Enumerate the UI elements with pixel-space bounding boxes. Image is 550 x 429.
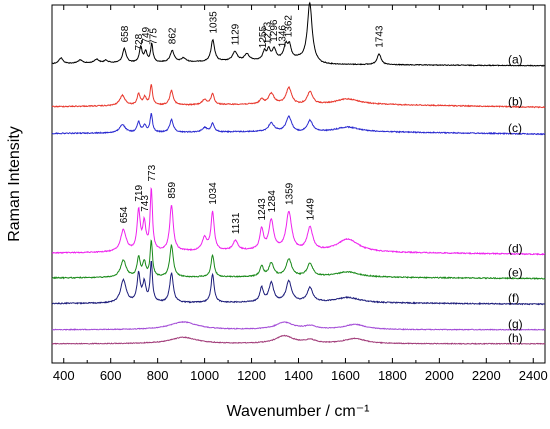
- x-tick-label: 1200: [237, 368, 266, 383]
- peak-label: 859: [167, 181, 178, 198]
- series-label: (b): [508, 94, 523, 108]
- spectrum-trace: [51, 320, 546, 331]
- x-axis-label: Wavenumber / cm⁻¹: [227, 403, 370, 420]
- series-labels: (a) (b) (c) (d) (e) (f) (g)(h): [508, 53, 523, 345]
- peak-label: 1035: [208, 11, 219, 34]
- peak-label: 743: [140, 195, 151, 212]
- peak-label: 1362: [284, 15, 295, 38]
- x-tick-label: 1400: [284, 368, 313, 383]
- peak-label: 1284: [267, 190, 278, 213]
- x-tick-label: 2400: [519, 368, 548, 383]
- series-label: (d): [508, 241, 523, 255]
- spectrum-trace: [51, 334, 546, 345]
- series-label: (c): [508, 121, 522, 135]
- peak-label: 1131: [231, 212, 242, 234]
- peak-label: 1296: [269, 19, 280, 42]
- x-tick-label: 1800: [378, 368, 407, 383]
- peak-label: 1273: [263, 21, 274, 44]
- peak-label: 654: [119, 206, 130, 223]
- y-axis-label: Raman Intensity: [6, 126, 23, 242]
- x-axis-ticks: [63, 5, 534, 363]
- peak-label: 1449: [306, 198, 317, 221]
- series-label: (f): [508, 291, 519, 305]
- x-tick-label: 2200: [472, 368, 501, 383]
- x-tick-label: 600: [100, 368, 122, 383]
- x-tick-label: 2000: [425, 368, 454, 383]
- spectrum-trace: [52, 187, 545, 256]
- peak-label: 773: [147, 164, 158, 181]
- spectrum-trace: [51, 1, 546, 67]
- spectrum-trace: [51, 239, 546, 280]
- peak-label: 1034: [208, 182, 219, 205]
- peak-label: 1359: [284, 182, 295, 205]
- peak-label: 658: [120, 25, 131, 42]
- peak-label: 719: [134, 184, 145, 201]
- x-tick-label: 1600: [331, 368, 360, 383]
- spectrum-trace: [51, 261, 545, 306]
- series-label: (h): [508, 331, 523, 345]
- series-label: (e): [508, 266, 523, 280]
- series-label: (a): [508, 53, 523, 67]
- spectrum-trace: [51, 113, 546, 136]
- peak-label: 862: [168, 27, 179, 44]
- peak-label: 1346: [278, 25, 289, 48]
- spectrum-trace: [51, 84, 546, 109]
- peak-label: 1243: [257, 198, 268, 221]
- peak-label: 728: [134, 33, 145, 50]
- x-axis-tick-labels: 400 600 800 1000 1200 1400 1600 1800 2000 2200 240…: [53, 368, 548, 383]
- x-tick-label: 1000: [190, 368, 219, 383]
- x-tick-label: 800: [147, 368, 169, 383]
- peak-label: 749: [141, 26, 152, 43]
- x-tick-label: 400: [53, 368, 75, 383]
- series-label: (g): [508, 317, 523, 331]
- peak-label: 1255: [258, 26, 269, 49]
- peak-label: 775: [148, 28, 159, 45]
- peak-label: 1129: [230, 23, 241, 45]
- peak-label: 1743: [375, 25, 386, 48]
- spectra-traces: [51, 1, 546, 345]
- plot-frame: [51, 4, 546, 364]
